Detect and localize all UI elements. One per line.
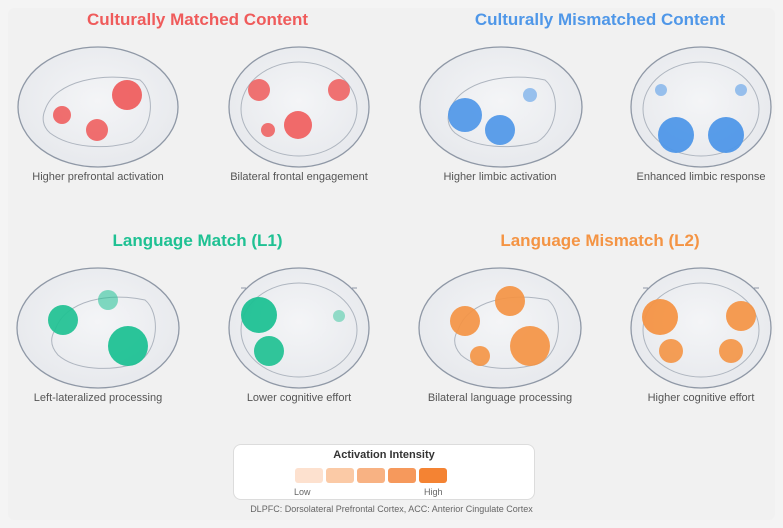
activation-blob: [98, 290, 118, 310]
activation-blob: [719, 339, 743, 363]
activation-blob: [254, 336, 284, 366]
brain-language-match-effort: [228, 267, 370, 389]
activation-blob: [510, 326, 550, 366]
legend-swatch-2: [326, 468, 354, 483]
activation-blob: [448, 98, 482, 132]
caption-bilateral-frontal: Bilateral frontal engagement: [230, 171, 368, 183]
activation-blob: [248, 79, 270, 101]
activation-blob: [284, 111, 312, 139]
activation-blob: [658, 117, 694, 153]
title-language-match: Language Match (L1): [112, 231, 283, 250]
caption-prefrontal: Higher prefrontal activation: [32, 171, 164, 183]
activation-blob: [659, 339, 683, 363]
brain-cultural-mismatch-limbic: [419, 46, 583, 168]
brain-cultural-match-bilateral: [228, 46, 370, 168]
activation-blob: [112, 80, 142, 110]
brain-language-mismatch-bilateral: [418, 267, 582, 389]
brain-cultural-mismatch-enhanced: [630, 46, 772, 168]
title-cultural-match: Culturally Matched Content: [86, 10, 308, 29]
activation-blob: [241, 297, 277, 333]
legend-swatches: [295, 468, 447, 483]
activation-blob: [261, 123, 275, 137]
caption-lower-effort: Lower cognitive effort: [246, 392, 352, 404]
brain-language-match-left: [16, 267, 180, 389]
activation-blob: [655, 84, 667, 96]
activation-legend: Activation Intensity Low High: [233, 444, 535, 500]
activation-blob: [53, 106, 71, 124]
legend-high-label: High: [424, 487, 443, 497]
footnote: DLPFC: Dorsolateral Prefrontal Cortex, A…: [250, 504, 533, 514]
legend-title: Activation Intensity: [333, 449, 435, 461]
activation-blob: [48, 305, 78, 335]
caption-limbic: Higher limbic activation: [443, 171, 557, 183]
legend-swatch-1: [295, 468, 323, 483]
caption-enhanced-limbic: Enhanced limbic response: [636, 171, 766, 183]
activation-blob: [108, 326, 148, 366]
activation-blob: [86, 119, 108, 141]
legend-swatch-4: [388, 468, 416, 483]
legend-swatch-3: [357, 468, 385, 483]
activation-blob: [470, 346, 490, 366]
title-cultural-mismatch: Culturally Mismatched Content: [474, 10, 726, 29]
activation-blob: [726, 301, 756, 331]
activation-blob: [735, 84, 747, 96]
caption-bilateral-language: Bilateral language processing: [427, 392, 573, 404]
activation-blob: [485, 115, 515, 145]
activation-blob: [450, 306, 480, 336]
title-language-mismatch: Language Mismatch (L2): [500, 231, 700, 250]
caption-higher-effort: Higher cognitive effort: [647, 392, 755, 404]
activation-blob: [495, 286, 525, 316]
activation-blob: [333, 310, 345, 322]
caption-left-lateral: Left-lateralized processing: [33, 392, 163, 404]
legend-swatch-5: [419, 468, 447, 483]
brain-language-mismatch-effort: [630, 267, 772, 389]
activation-blob: [523, 88, 537, 102]
activation-blob: [642, 299, 678, 335]
activation-blob: [328, 79, 350, 101]
legend-low-label: Low: [294, 487, 311, 497]
activation-blob: [708, 117, 744, 153]
brain-cultural-match-prefrontal: [17, 46, 179, 168]
